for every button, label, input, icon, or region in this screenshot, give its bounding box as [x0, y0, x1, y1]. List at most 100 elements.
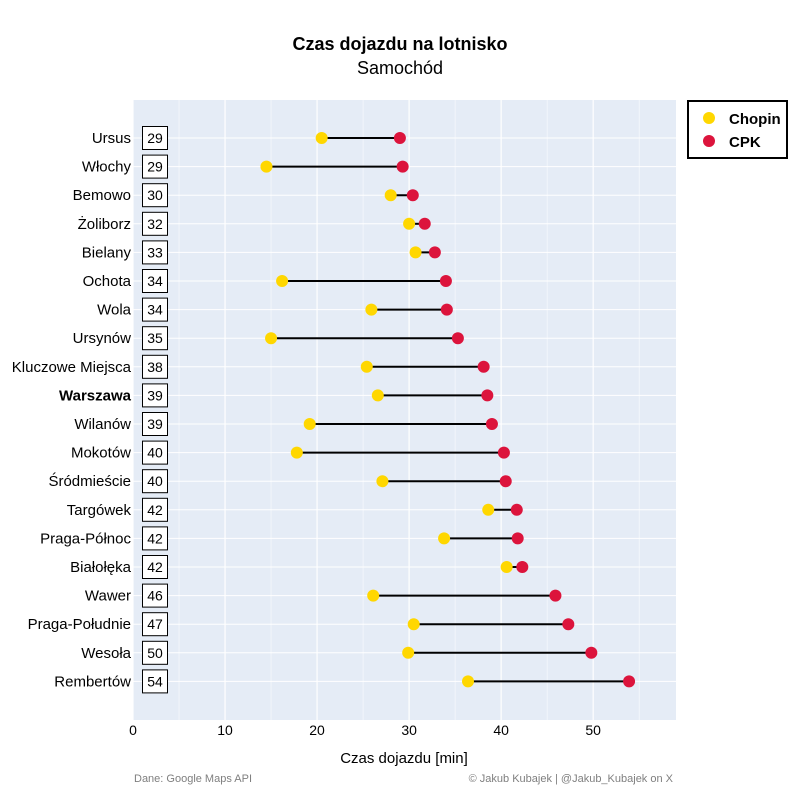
district-label: Żoliborz	[78, 215, 131, 233]
value-box-label: 46	[147, 588, 163, 604]
chopin-point	[384, 189, 397, 202]
x-tick-label: 10	[217, 722, 233, 738]
district-label: Wilanów	[74, 416, 131, 433]
cpk-point	[418, 217, 431, 230]
value-box	[142, 583, 168, 608]
chopin-point	[402, 646, 415, 659]
district-label: Praga-Północ	[40, 530, 131, 547]
chopin-point	[303, 418, 316, 430]
value-box-label: 39	[147, 416, 163, 432]
cpk-point	[510, 503, 523, 516]
cpk-point	[585, 646, 598, 659]
plot-area: 0 10 20 30 40 50 Ursus 29 Włochy 29 Bemowo 30 Żolibo…	[12, 100, 676, 738]
chopin-point	[365, 303, 378, 316]
cpk-point	[516, 561, 529, 573]
value-box-label: 30	[147, 187, 163, 203]
value-box-label: 50	[147, 645, 163, 661]
value-box-label: 34	[147, 302, 163, 318]
cpk-point	[451, 332, 464, 345]
chopin-point	[371, 389, 384, 402]
chart-subtitle: Samochód	[357, 58, 443, 78]
value-box	[142, 497, 168, 522]
district-label: Wawer	[85, 588, 131, 605]
chart-title: Czas dojazdu na lotnisko	[292, 34, 507, 54]
chopin-point	[409, 246, 422, 259]
value-box	[142, 383, 168, 408]
credit-note: © Jakub Kubajek | @Jakub_Kubajek on X	[469, 773, 674, 785]
x-tick-label: 0	[129, 722, 137, 738]
value-box-label: 32	[147, 216, 163, 232]
legend-label-chopin: Chopin	[729, 111, 781, 128]
value-box-label: 47	[147, 616, 163, 632]
cpk-point	[428, 246, 441, 259]
value-box-label: 34	[147, 273, 163, 289]
value-box-label: 54	[147, 673, 163, 689]
legend-label-cpk: CPK	[729, 134, 761, 151]
cpk-point	[393, 132, 406, 144]
district-label: Mokotów	[71, 445, 131, 462]
legend-marker-cpk	[703, 135, 715, 147]
cpk-point	[481, 389, 494, 402]
chopin-point	[482, 503, 495, 516]
cpk-point	[485, 418, 498, 430]
district-label: Warszawa	[59, 387, 132, 404]
value-box-label: 40	[147, 445, 163, 461]
cpk-point	[623, 675, 636, 688]
district-label: Wesoła	[81, 645, 131, 662]
value-box-label: 35	[147, 330, 163, 346]
cpk-point	[396, 160, 409, 173]
value-box	[142, 240, 168, 265]
x-tick-label: 40	[493, 722, 509, 738]
plot-background	[133, 100, 676, 720]
cpk-point	[497, 446, 510, 459]
district-label: Ursus	[92, 130, 131, 147]
district-label: Włochy	[82, 159, 132, 176]
district-label: Targówek	[67, 502, 132, 519]
cpk-point	[439, 275, 452, 287]
cpk-point	[477, 360, 490, 373]
value-box	[142, 526, 168, 551]
district-label: Wola	[97, 302, 132, 319]
cpk-point	[549, 589, 562, 602]
chopin-point	[260, 160, 273, 173]
x-tick-label: 30	[401, 722, 417, 738]
chopin-point	[500, 561, 513, 573]
x-tick-label: 20	[309, 722, 325, 738]
value-box-label: 42	[147, 559, 163, 575]
chopin-point	[276, 275, 289, 287]
legend: Chopin CPK	[687, 100, 788, 159]
value-box	[142, 469, 168, 494]
value-box	[142, 269, 168, 293]
value-box-label: 39	[147, 387, 163, 403]
cpk-point	[406, 189, 419, 202]
value-box	[142, 126, 168, 150]
district-label: Białołęka	[70, 559, 132, 576]
value-box	[142, 440, 168, 465]
x-axis-label: Czas dojazdu [min]	[340, 750, 468, 767]
chopin-point	[376, 475, 389, 488]
chopin-point	[367, 589, 380, 602]
legend-box	[687, 100, 788, 159]
value-box	[142, 326, 168, 351]
value-box-label: 40	[147, 473, 163, 489]
value-box-label: 42	[147, 530, 163, 546]
chopin-point	[462, 675, 475, 688]
chopin-point	[315, 132, 328, 144]
chopin-point	[360, 360, 373, 373]
value-box	[142, 612, 168, 637]
value-box	[142, 183, 168, 208]
value-box	[142, 154, 168, 179]
district-label: Ochota	[83, 273, 132, 290]
x-tick-label: 50	[585, 722, 601, 738]
district-label: Kluczowe Miejsca	[12, 359, 132, 376]
value-box	[142, 640, 168, 665]
district-label: Ursynów	[73, 330, 132, 347]
district-label: Bemowo	[73, 187, 131, 204]
district-label: Bielany	[82, 244, 132, 261]
chopin-point	[265, 332, 278, 345]
value-box-label: 42	[147, 502, 163, 518]
cpk-point	[440, 303, 453, 316]
chopin-point	[403, 217, 416, 230]
legend-marker-chopin	[703, 112, 715, 124]
